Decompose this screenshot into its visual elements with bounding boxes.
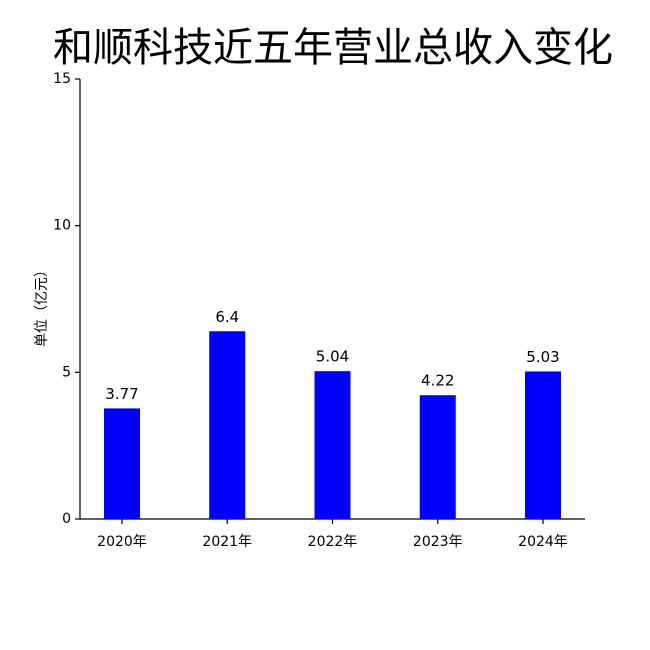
bar xyxy=(104,408,140,519)
x-tick-label: 2020年 xyxy=(97,534,147,550)
x-tick-label: 2022年 xyxy=(308,534,358,550)
data-label: 5.04 xyxy=(316,348,349,366)
bar xyxy=(525,371,561,519)
data-label: 4.22 xyxy=(421,372,454,390)
bar xyxy=(419,395,456,519)
y-tick-label: 0 xyxy=(62,511,71,527)
x-tick-label: 2021年 xyxy=(202,534,252,550)
x-tick-label: 2024年 xyxy=(518,534,568,550)
data-label: 3.77 xyxy=(105,385,138,403)
data-label: 6.4 xyxy=(215,308,239,326)
y-tick-label: 15 xyxy=(53,71,71,87)
data-label: 5.03 xyxy=(526,348,559,366)
y-tick-label: 5 xyxy=(62,364,71,380)
bar xyxy=(209,331,246,519)
x-tick-label: 2023年 xyxy=(413,534,463,550)
y-axis-label: 单位（亿元） xyxy=(34,263,50,347)
y-tick-label: 10 xyxy=(53,218,71,234)
bar xyxy=(314,371,351,519)
chart-title: 和顺科技近五年营业总收入变化 xyxy=(53,25,613,71)
